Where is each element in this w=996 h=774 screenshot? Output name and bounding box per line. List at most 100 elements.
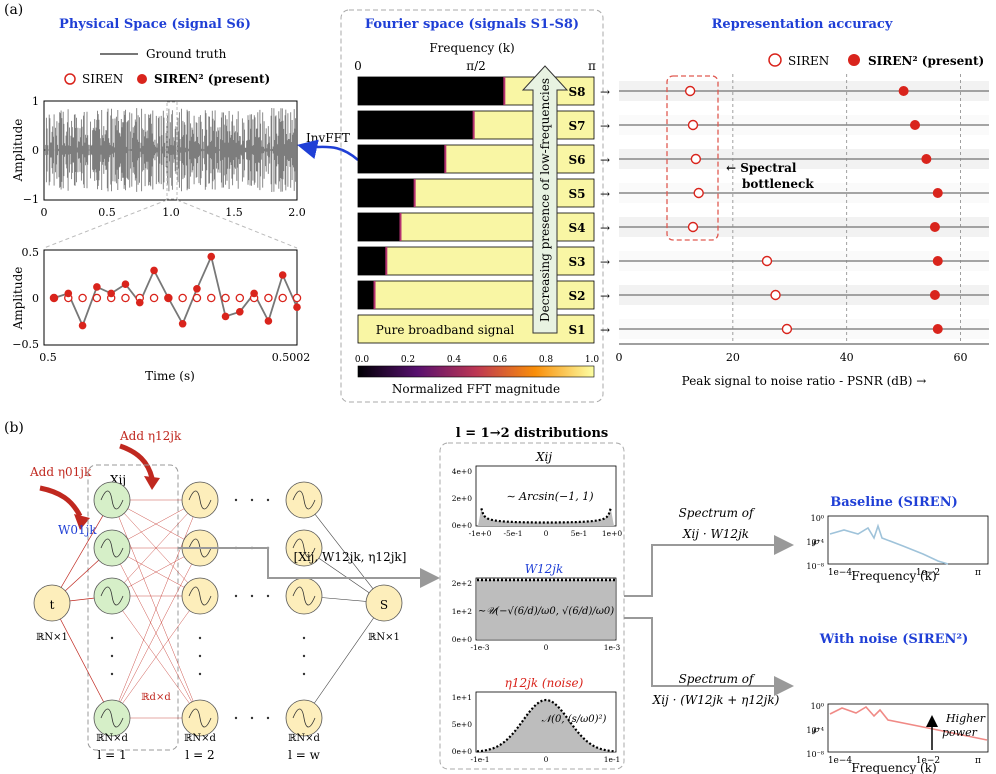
broadband-label: Pure broadband signal xyxy=(376,323,515,337)
fourier-bar-arrow-s2: → xyxy=(600,289,610,303)
fourier-bar-dark-s2 xyxy=(358,281,375,309)
zoom-siren-point xyxy=(178,293,187,303)
zoom-siren2-point xyxy=(264,317,273,325)
dist-w-title: W12jk xyxy=(525,562,564,576)
zoom-siren2-point xyxy=(221,312,230,321)
acc-legend-siren2-marker xyxy=(848,54,860,66)
fourier-bar-edge-s6 xyxy=(444,145,447,173)
spec-noise-xtick: π xyxy=(975,756,981,766)
spec-noise-ytick: 10⁰ xyxy=(811,702,824,711)
ellipsis-dot xyxy=(198,654,202,658)
acc-siren2-point xyxy=(921,154,932,164)
edge-t-l1 xyxy=(51,602,113,719)
fourier-bar-dark-s8 xyxy=(358,77,505,105)
ellipsis-dot xyxy=(266,594,270,598)
ellipsis-dot xyxy=(302,654,306,658)
dist-eta-ytick: 0e+0 xyxy=(452,747,472,756)
panel-a-label: (a) xyxy=(4,2,23,18)
fourier-bar-edge-s4 xyxy=(399,213,402,241)
sine-icon xyxy=(292,538,316,558)
acc-siren2-point xyxy=(932,256,943,266)
zoom-siren2-point xyxy=(207,252,216,261)
add-eta12-label: Add η12jk xyxy=(119,429,182,443)
distributions-title: l = 1→2 distributions xyxy=(456,426,608,441)
fourier-bar-arrow-s6: → xyxy=(600,153,610,167)
fourier-bar-edge-s2 xyxy=(373,281,376,309)
dist-xij-xtick: -5e-1 xyxy=(503,529,522,538)
signal-ytick-neg1: −1 xyxy=(23,193,39,206)
sine-icon xyxy=(188,490,212,510)
dist-w-xtick: 1e-3 xyxy=(604,643,621,652)
fourier-bar-arrow-s7: → xyxy=(600,119,610,133)
ellipsis-dot xyxy=(266,716,270,720)
zoom-siren-point xyxy=(192,293,202,303)
zoom-xtick-start: 0.5 xyxy=(39,351,57,364)
signal-xtick-15: 1.5 xyxy=(225,206,243,219)
spec-base-ytick: 10⁻⁴ xyxy=(806,538,824,547)
sine-icon xyxy=(100,708,124,728)
spec1-line2: Xij · W12jk xyxy=(682,527,749,541)
colorbar-tick: 0.2 xyxy=(401,355,415,365)
zoom-siren-point xyxy=(92,293,102,303)
zoom-siren-point xyxy=(264,293,273,303)
fourier-bar-label-s5: S5 xyxy=(568,187,585,201)
acc-legend-siren-text: SIREN xyxy=(788,54,829,68)
zoom-ytick-0: 0 xyxy=(32,292,39,305)
spec-noise-xtick: 1e−2 xyxy=(916,756,940,766)
zoom-siren2-point xyxy=(193,285,201,293)
zoom-siren2-point xyxy=(293,303,301,312)
noise-title: With noise (SIREN²) xyxy=(819,632,969,647)
dist-w-xtick: -1e-3 xyxy=(470,643,489,652)
spec-noise-ylabel: ℘ xyxy=(812,724,820,735)
decreasing-arrow-text: Decreasing presence of low-frequencies xyxy=(538,78,552,322)
edge-l1-l2 xyxy=(111,595,201,719)
legend-gt-text: Ground truth xyxy=(146,47,227,61)
node-s xyxy=(365,584,403,622)
dist-eta-xtick: -1e-1 xyxy=(470,755,489,764)
fourier-tick-pi2: π/2 xyxy=(466,59,486,73)
acc-siren2-point xyxy=(932,324,943,334)
legend-siren2-marker xyxy=(137,74,147,84)
acc-siren2-point xyxy=(929,222,940,232)
sine-icon xyxy=(292,490,316,510)
spec-base-ytick: 10⁻⁸ xyxy=(806,562,824,571)
r-dxd-label: ℝd×d xyxy=(141,692,171,703)
spec-base-ylabel: ℘ xyxy=(812,536,820,547)
add-eta01-label: Add η01jk xyxy=(29,465,92,479)
zoom-ylabel: Amplitude xyxy=(11,267,25,331)
spec-arrow-top xyxy=(624,535,794,597)
sine-icon xyxy=(188,586,212,606)
acc-xtick: 20 xyxy=(726,351,740,364)
sine-icon xyxy=(100,490,124,510)
bottleneck-line2: bottleneck xyxy=(742,177,814,191)
fourier-bar-edge-s8 xyxy=(503,77,506,105)
dist-eta-hist xyxy=(477,700,615,752)
spec-base-frame xyxy=(827,515,989,565)
add-eta12-arrowhead xyxy=(144,476,160,490)
dist-w-annot: ∼𝒰(−√(6/d)/ω0, √(6/d)/ω0) xyxy=(478,606,614,617)
sine-icon xyxy=(100,538,124,558)
spec1-line1: Spectrum of xyxy=(679,506,756,520)
zoom-siren-point xyxy=(206,293,216,303)
spec-noise-curve xyxy=(829,705,988,741)
dist-w-xtick: 0 xyxy=(544,643,549,652)
r-nxd-2: ℝN×d xyxy=(184,733,216,744)
fourier-bar-label-s7: S7 xyxy=(568,119,585,133)
dist-w-ytick: 0e+0 xyxy=(452,635,472,644)
dist-eta-curve xyxy=(476,698,616,753)
accuracy-xlabel: Peak signal to noise ratio - PSNR (dB) → xyxy=(682,374,927,388)
fourier-tick-pi: π xyxy=(588,59,596,73)
acc-siren2-point xyxy=(910,120,920,130)
dist-xij-ytick: 0e+0 xyxy=(452,521,472,530)
fourier-box xyxy=(340,9,604,403)
acc-xtick: 0 xyxy=(616,351,623,364)
add-eta12-arrow xyxy=(119,443,155,479)
accuracy-plot: 0 20 40 60 xyxy=(616,74,989,364)
zoom-siren2-point xyxy=(178,319,187,328)
physical-space-title: Physical Space (signal S6) xyxy=(59,17,251,32)
dist-eta-xtick: 1e-1 xyxy=(604,755,621,764)
ellipsis-dot xyxy=(266,498,270,502)
dist-eta-ytick: 1e+1 xyxy=(452,693,472,702)
sine-icon xyxy=(100,586,124,606)
